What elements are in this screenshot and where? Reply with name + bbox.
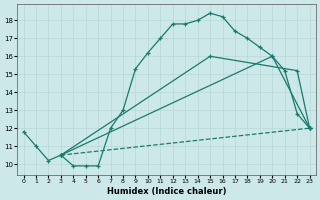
- X-axis label: Humidex (Indice chaleur): Humidex (Indice chaleur): [107, 187, 226, 196]
